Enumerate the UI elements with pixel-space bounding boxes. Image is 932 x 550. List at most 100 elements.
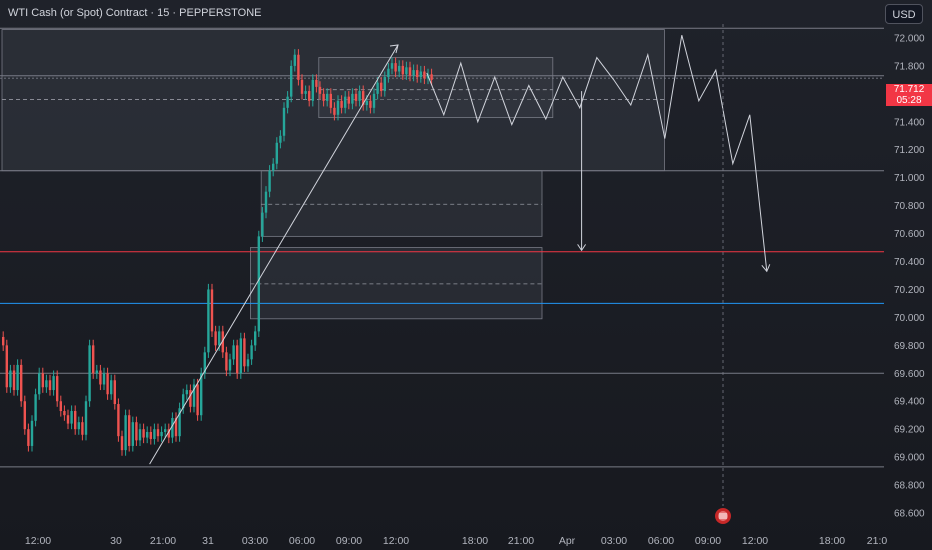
candle-body [383,77,386,92]
candle-body [239,338,242,374]
time-tick-label: 21:0 [867,535,888,547]
candle-body [156,429,160,437]
candle-body [41,373,44,388]
candle-body [45,380,48,388]
time-tick-label: 18:00 [462,535,488,547]
candle-body [243,338,246,367]
time-axis[interactable]: 12:00 30 21:00 31 03:00 06:00 09:00 12:00 18:00 2… [25,535,888,547]
bar-countdown: 05:28 [896,95,922,106]
candle-body [9,370,12,388]
last-price-value: 71.712 [893,84,925,95]
candle-body [12,370,16,391]
candle-body [167,429,170,438]
candle-body [48,380,52,391]
candle-body [189,390,192,407]
candle-body [387,68,390,78]
candle-body [419,71,422,78]
candle-body [290,65,293,97]
candle-body [254,331,257,346]
candle-body [362,91,365,106]
candle-body [264,191,268,213]
candle-body [394,63,397,72]
candle-body [149,431,152,439]
price-tick-label: 71.000 [894,173,925,184]
candle-body [272,163,275,171]
candle-body [56,376,59,402]
candle-body [372,93,376,108]
candle-body [365,100,368,106]
symbol-title[interactable]: WTI Cash (or Spot) Contract · 15 · PEPPE… [8,7,262,19]
candle-body [300,79,304,94]
candle-body [351,93,354,104]
candle-body [5,345,8,388]
candle-body [318,86,322,94]
time-tick-label: 21:00 [150,535,176,547]
price-tick-label: 71.400 [894,117,925,128]
zones-layer [1,29,665,320]
candle-body [59,401,62,412]
economic-event-icon[interactable] [715,508,731,524]
candle-body [275,142,278,164]
candle-body [196,384,199,416]
price-tick-label: 70.000 [894,313,925,324]
candle-body [178,408,181,437]
time-tick-label: 09:00 [695,535,721,547]
candle-body [34,394,37,421]
candle-body [416,70,419,78]
candle-body [228,359,232,371]
candle-body [16,364,19,391]
candle-body [340,100,343,108]
trend-arrow-line [149,44,399,465]
price-axis[interactable]: 72.00071.80071.60071.40071.20071.00070.8… [894,33,925,519]
time-tick-label: 30 [110,535,122,547]
candle-body [297,54,300,80]
candle-body [102,373,106,385]
currency-button[interactable]: USD [885,4,923,24]
candle-body [221,331,224,353]
candle-body [110,380,113,395]
candle-body [88,345,91,402]
price-tick-label: 70.200 [894,285,925,296]
candle-body [203,352,206,374]
candle-body [106,373,109,395]
candle-body [304,91,307,94]
time-tick-label: 06:00 [648,535,674,547]
trend-arrow-head [389,44,399,54]
candle-body [286,96,289,108]
candle-body [250,345,253,360]
candle-body [268,170,271,192]
candle-body [336,100,340,115]
candle-body [171,418,174,438]
zone-box-3 [249,247,543,320]
candle-body [282,107,286,136]
time-tick-label: 18:00 [819,535,845,547]
candle-body [326,93,329,101]
time-tick-label: 21:00 [508,535,534,547]
candle-body [153,429,156,439]
candle-body [293,54,296,66]
candle-body [311,79,314,101]
time-tick-label: 09:00 [336,535,362,547]
candles-layer [2,49,433,456]
levels-layer [0,27,884,468]
candle-body [95,370,98,374]
candle-body [185,390,188,395]
candle-body [390,63,394,69]
candle-body [333,107,336,115]
candle-body [279,135,282,143]
price-tick-label: 69.800 [894,341,925,352]
candle-body [2,336,5,346]
candle-body [20,364,23,402]
candle-body [344,96,347,108]
candle-body [27,429,30,446]
candle-body [92,345,95,374]
candle-body [74,411,77,430]
candle-body [146,431,149,438]
candle-body [160,431,163,437]
candle-body [113,380,116,405]
candle-body [308,91,311,101]
time-tick-label: Apr [559,535,576,547]
candle-body [128,415,131,446]
